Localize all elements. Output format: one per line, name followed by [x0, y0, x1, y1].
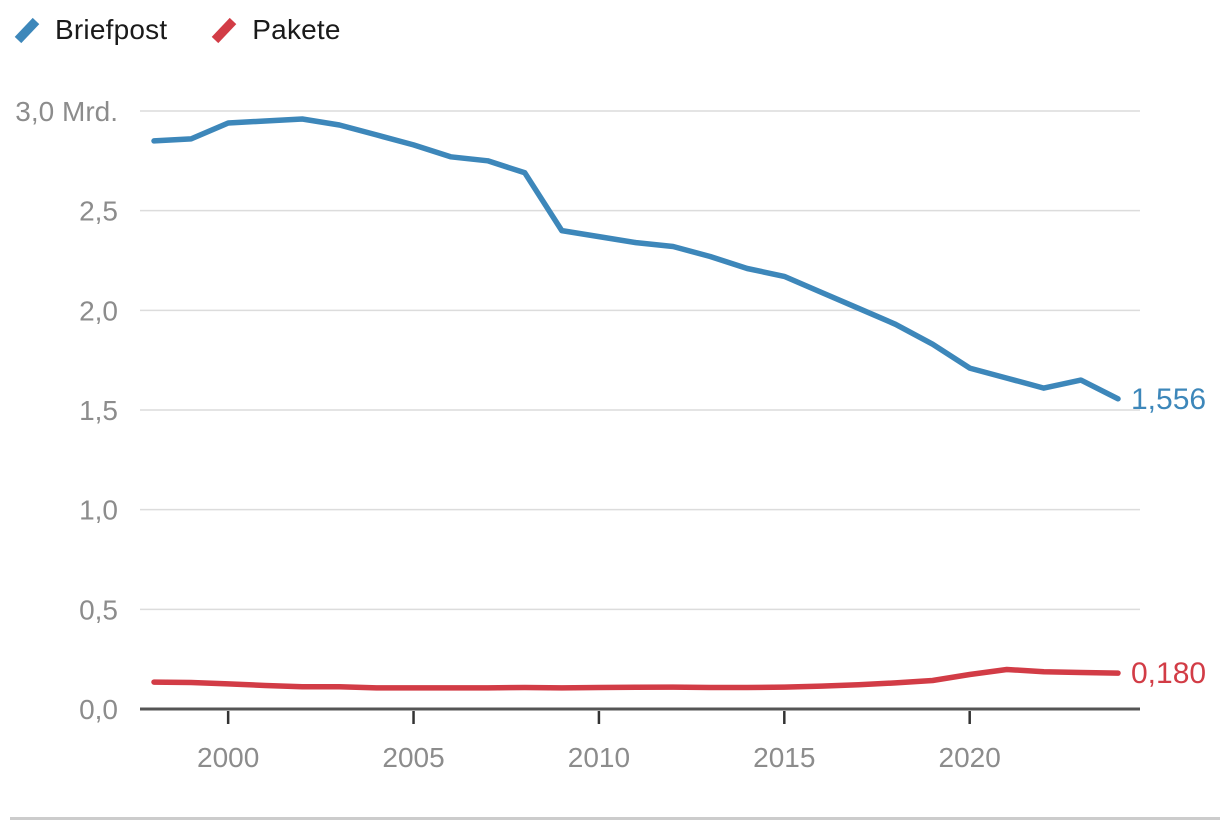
x-axis-label: 2005	[382, 742, 444, 773]
x-axis-label: 2000	[197, 742, 259, 773]
pakete-end-value-label: 0,180	[1131, 657, 1206, 690]
y-axis-label: 3,0 Mrd.	[15, 96, 118, 127]
y-axis-label: 2,0	[79, 295, 118, 326]
bottom-divider	[10, 817, 1220, 820]
x-axis-label: 2020	[939, 742, 1001, 773]
y-axis-label: 2,5	[79, 196, 118, 227]
y-axis-label: 1,5	[79, 395, 118, 426]
legend-item-briefpost: Briefpost	[12, 14, 167, 46]
y-axis-label: 0,5	[79, 594, 118, 625]
chart-legend: Briefpost Pakete	[12, 14, 341, 46]
y-axis-label: 1,0	[79, 495, 118, 526]
briefpost-line	[151, 116, 1121, 402]
legend-label-pakete: Pakete	[252, 14, 341, 45]
x-axis-label: 2015	[753, 742, 815, 773]
x-axis-label: 2010	[568, 742, 630, 773]
briefpost-slash-icon	[14, 17, 40, 44]
legend-item-pakete: Pakete	[209, 14, 340, 46]
legend-label-briefpost: Briefpost	[55, 14, 168, 45]
pakete-slash-icon	[212, 17, 237, 44]
y-axis-label: 0,0	[79, 694, 118, 725]
pakete-line	[151, 666, 1121, 691]
briefpost-end-value-label: 1,556	[1131, 383, 1206, 416]
